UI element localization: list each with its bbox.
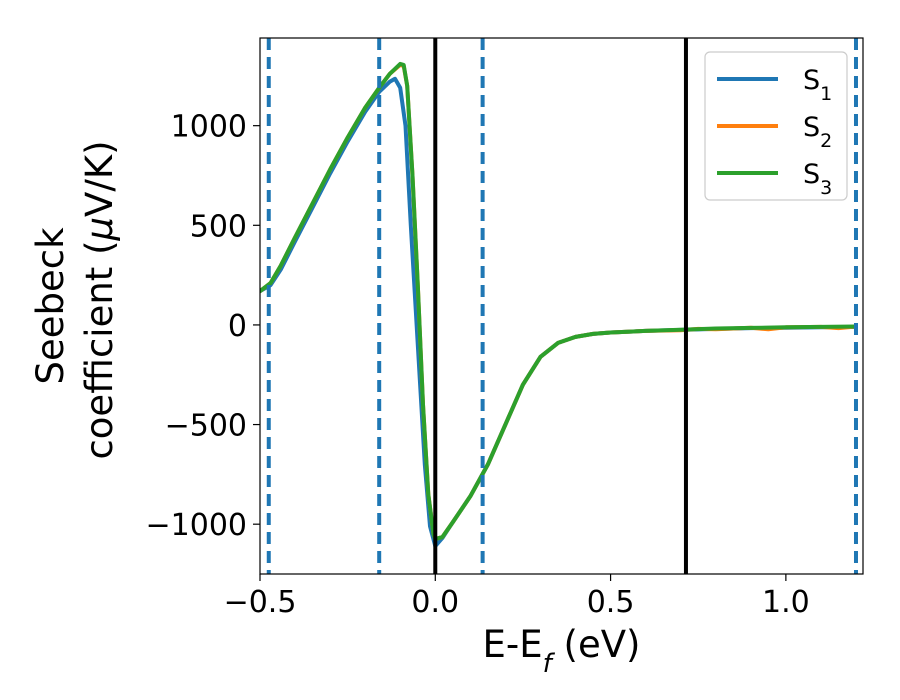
axes: −0.5 0.0 0.5 1.0 −1000 −500 0 500 1000 E-Ef (eV) S…: [29, 37, 864, 679]
legend-label-s1: S1: [803, 65, 832, 105]
x-tick-label: −0.5: [224, 585, 297, 620]
legend-label-s3: S3: [803, 159, 832, 199]
x-axis-title: E-Ef (eV): [483, 623, 641, 679]
y-tick-label: −500: [165, 409, 247, 444]
x-tick-label: 0.5: [587, 585, 635, 620]
y-axis-title-line1: Seebeck: [29, 227, 72, 385]
y-tick-label: 0: [228, 309, 247, 344]
legend-label-s2: S2: [803, 112, 832, 152]
y-tick-label: 500: [190, 209, 247, 244]
plot-lines: [260, 38, 858, 574]
x-tick-label: 0.0: [411, 585, 459, 620]
legend: S1 S2 S3: [704, 51, 848, 201]
plot-frame: [259, 37, 864, 575]
x-tick-label: 1.0: [762, 585, 810, 620]
y-axis-title-line2: coefficient (μV/K): [78, 140, 121, 459]
y-tick-label: 1000: [171, 110, 247, 145]
y-tick-label: −1000: [146, 508, 247, 543]
